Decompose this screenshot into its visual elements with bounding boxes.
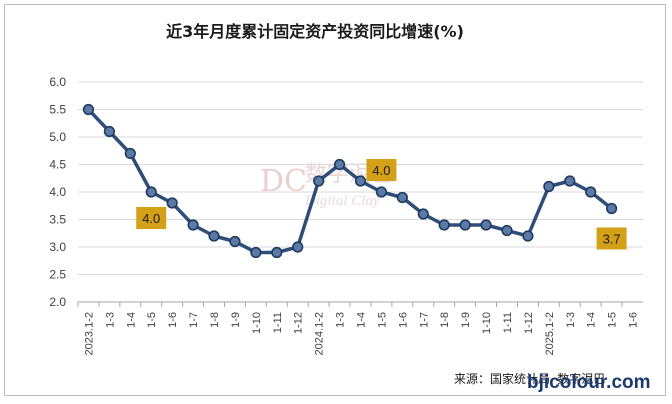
data-point [459, 219, 471, 231]
chart-frame: 近3年月度累计固定资产投资同比增速(%) DC 数字泥巴 Digital Cla… [4, 4, 666, 396]
series-points [82, 103, 618, 259]
data-point [543, 180, 555, 193]
data-point [396, 191, 408, 204]
x-tick-label: 1-9 [230, 312, 242, 328]
data-label: 4.0 [366, 159, 397, 181]
data-point [229, 235, 241, 248]
data-point [354, 175, 367, 187]
data-label-text: 3.7 [603, 232, 621, 247]
x-tick-label: 1-4 [125, 312, 137, 328]
x-tick-label: 1-12 [523, 312, 535, 334]
x-tick-label: 2025.1-2 [544, 312, 556, 355]
x-tick-label: 1-4 [586, 312, 598, 328]
y-tick-label: 5.0 [49, 130, 66, 144]
x-tick-label: 1-6 [397, 312, 409, 328]
data-point [250, 246, 262, 259]
line-chart: 近3年月度累计固定资产投资同比增速(%) DC 数字泥巴 Digital Cla… [49, 22, 651, 393]
data-point [166, 197, 178, 209]
data-point [82, 103, 95, 116]
data-point [292, 241, 304, 253]
x-tick-label: 1-10 [251, 312, 263, 334]
x-tick-label: 1-11 [502, 312, 514, 333]
x-tick-label: 1-5 [376, 312, 388, 328]
data-label-text: 4.0 [372, 163, 390, 178]
x-tick-label: 1-12 [293, 312, 305, 334]
site-watermark: bjicolour.com [527, 372, 651, 393]
data-label: 3.7 [596, 227, 627, 250]
data-label-box [136, 207, 167, 229]
x-tick-label: 1-3 [104, 312, 116, 328]
data-point [375, 186, 388, 198]
data-point [522, 230, 534, 242]
x-tick-label: 1-7 [418, 312, 430, 328]
data-point [501, 224, 513, 237]
data-point [271, 246, 283, 259]
y-tick-label: 3.0 [49, 240, 66, 254]
data-point [585, 186, 597, 198]
data-point [333, 158, 346, 171]
data-point [564, 175, 576, 187]
data-label-box [366, 159, 397, 181]
source-note: 来源：国家统计局 数字泥巴 [454, 371, 605, 386]
x-tick-label: 1-3 [565, 312, 577, 328]
gridlines [78, 81, 643, 303]
data-point [438, 219, 450, 231]
data-label: 4.0 [136, 207, 167, 229]
chart-title: 近3年月度累计固定资产投资同比增速(%) [166, 22, 464, 41]
x-tick-label: 1-5 [146, 312, 158, 328]
y-tick-label: 4.5 [49, 158, 66, 172]
x-tick-label: 1-5 [607, 312, 619, 328]
x-tick-label: 2023.1-2 [83, 312, 95, 355]
data-point [187, 219, 199, 231]
x-axis-ticks: 2023.1-2 1-3 1-4 1-5 1-6 1-7 1-8 1-9 1-10 1-11 1-1… [77, 302, 640, 355]
x-tick-label: 1-6 [628, 312, 640, 328]
x-tick-label: 2024.1-2 [314, 312, 326, 355]
x-tick-label: 1-10 [481, 312, 493, 334]
x-tick-label: 1-4 [356, 312, 368, 328]
y-axis-ticks: 6.0 5.5 5.0 4.5 4.0 3.5 3.0 2.5 2.0 [49, 75, 66, 309]
data-point [313, 175, 325, 187]
data-point [208, 230, 220, 242]
x-tick-label: 1-9 [460, 312, 472, 328]
data-labels: 4.0 4.0 3.7 [136, 159, 627, 250]
x-tick-label: 1-6 [167, 312, 179, 328]
data-point [417, 208, 429, 220]
y-tick-label: 2.0 [49, 295, 66, 309]
y-tick-label: 4.0 [49, 185, 66, 199]
data-point [103, 125, 115, 138]
y-tick-label: 3.5 [49, 213, 66, 227]
data-point [145, 186, 157, 198]
data-point [480, 219, 492, 231]
watermark-mark: DC [260, 164, 307, 199]
data-point [124, 147, 136, 160]
y-tick-label: 2.5 [49, 268, 66, 282]
data-label-box [596, 227, 627, 250]
x-tick-label: 1-8 [209, 312, 221, 328]
y-tick-label: 5.5 [49, 103, 66, 117]
x-tick-label: 1-8 [439, 312, 451, 328]
data-point [606, 202, 618, 215]
data-label-text: 4.0 [142, 211, 160, 226]
x-tick-label: 1-7 [188, 312, 200, 328]
x-tick-label: 1-11 [272, 312, 284, 333]
x-tick-label: 1-3 [335, 312, 347, 328]
watermark-en: Digital Clay [304, 193, 380, 209]
y-tick-label: 6.0 [49, 75, 66, 89]
